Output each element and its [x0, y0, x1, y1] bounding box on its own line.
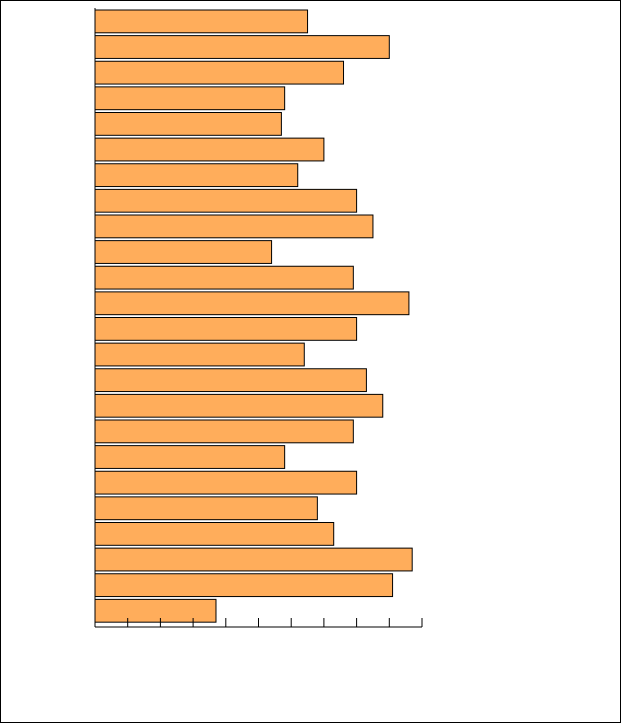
bar [94, 317, 358, 341]
bar [94, 496, 318, 521]
bar [94, 9, 309, 34]
bar [94, 393, 384, 418]
bar [94, 163, 299, 188]
bar [94, 342, 305, 367]
bar [94, 419, 354, 444]
bar [94, 137, 325, 162]
bar [94, 86, 286, 111]
bar [94, 547, 413, 572]
bar [94, 522, 335, 546]
bar [94, 573, 394, 598]
bar [94, 35, 390, 59]
bar [94, 470, 358, 495]
bar [94, 265, 354, 290]
bar [94, 112, 282, 136]
bar [94, 60, 345, 85]
bar [94, 598, 217, 623]
bar [94, 291, 410, 316]
bar [94, 240, 273, 264]
bar [94, 214, 374, 239]
bar [94, 445, 286, 469]
bar [94, 188, 358, 213]
bar [94, 368, 367, 393]
